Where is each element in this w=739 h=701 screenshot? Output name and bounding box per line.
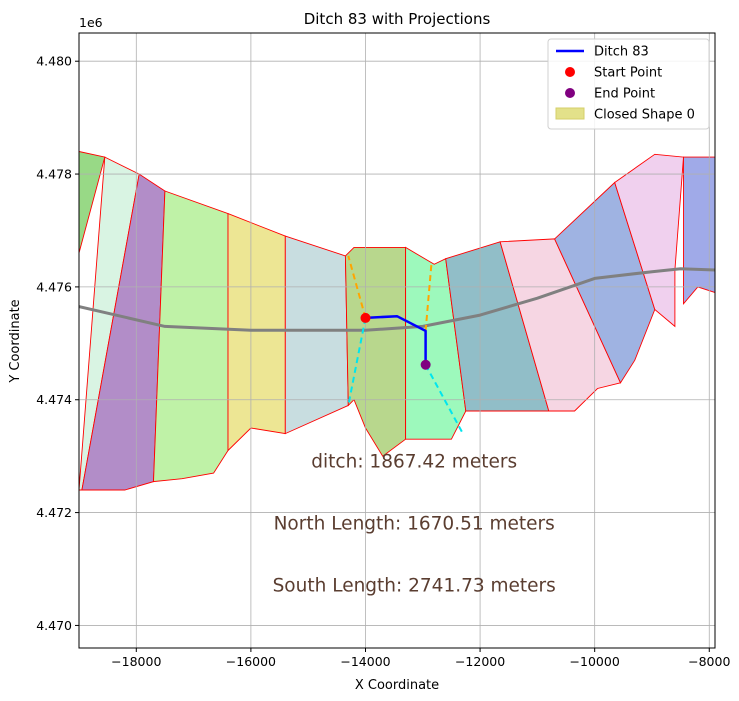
closed-shape-5 bbox=[284, 235, 349, 435]
legend-swatch-marker bbox=[565, 88, 575, 98]
closed-shape-12 bbox=[683, 156, 715, 306]
x-tick-label: −12000 bbox=[455, 654, 505, 669]
annotations-layer: ditch: 1867.42 meters North Length: 1670.… bbox=[273, 451, 556, 596]
projection-line bbox=[347, 255, 367, 319]
y-tick-label: 4.472 bbox=[36, 505, 72, 520]
ditch-line bbox=[364, 314, 427, 367]
length-annotation: ditch: 1867.42 meters bbox=[311, 451, 517, 472]
y-tick-label: 4.474 bbox=[36, 392, 72, 407]
y-axis-ticks: 4.470 4.472 4.474 4.476 4.478 4.480 bbox=[36, 54, 79, 633]
legend-swatch-marker bbox=[565, 67, 575, 77]
closed-shape-10 bbox=[554, 181, 656, 384]
legend-label: Start Point bbox=[594, 66, 662, 81]
x-tick-label: −14000 bbox=[340, 654, 390, 669]
y-tick-label: 4.476 bbox=[36, 279, 72, 294]
legend-label: End Point bbox=[594, 87, 655, 102]
plot-frame bbox=[78, 32, 716, 649]
start-point-marker bbox=[360, 312, 371, 323]
x-tick-label: −10000 bbox=[570, 654, 620, 669]
closed-shape-2 bbox=[81, 173, 166, 491]
legend-swatch-patch bbox=[555, 107, 585, 120]
y-tick-label: 4.480 bbox=[36, 54, 72, 69]
legend-box bbox=[547, 38, 710, 130]
x-tick-label: −8000 bbox=[688, 654, 730, 669]
x-tick-label: −18000 bbox=[111, 654, 161, 669]
x-axis-ticks: −18000 −16000 −14000 −12000 −10000 −8000 bbox=[111, 648, 730, 669]
closed-shape-0 bbox=[79, 151, 106, 254]
plot-area: ditch: 1867.42 meters North Length: 1670.… bbox=[79, 33, 715, 648]
legend-label: Closed Shape 0 bbox=[594, 108, 695, 123]
legend-label: Ditch 83 bbox=[594, 45, 649, 60]
legend: Ditch 83 Start Point End Point Closed Shape… bbox=[547, 38, 710, 130]
projection-line bbox=[424, 264, 433, 331]
centerline bbox=[79, 267, 715, 332]
projection-line bbox=[347, 317, 367, 406]
chart-title: Ditch 83 with Projections bbox=[304, 10, 491, 28]
y-axis-label: Y Coordinate bbox=[8, 299, 23, 383]
y-tick-label: 4.478 bbox=[36, 167, 72, 182]
closed-shape-6 bbox=[344, 246, 407, 457]
closed-shape-4 bbox=[227, 212, 286, 452]
x-axis-label: X Coordinate bbox=[355, 678, 439, 693]
y-tick-label: 4.470 bbox=[36, 618, 72, 633]
length-annotation: South Length: 2741.73 meters bbox=[273, 576, 556, 597]
closed-shape-3 bbox=[153, 190, 229, 483]
projection-line bbox=[424, 364, 464, 435]
length-annotation: North Length: 1670.51 meters bbox=[274, 514, 555, 535]
end-point-marker bbox=[420, 359, 431, 370]
shapes-layer bbox=[79, 151, 715, 491]
y-offset-label: 1e6 bbox=[79, 15, 103, 30]
x-tick-label: −16000 bbox=[226, 654, 276, 669]
series-layer bbox=[79, 255, 715, 435]
